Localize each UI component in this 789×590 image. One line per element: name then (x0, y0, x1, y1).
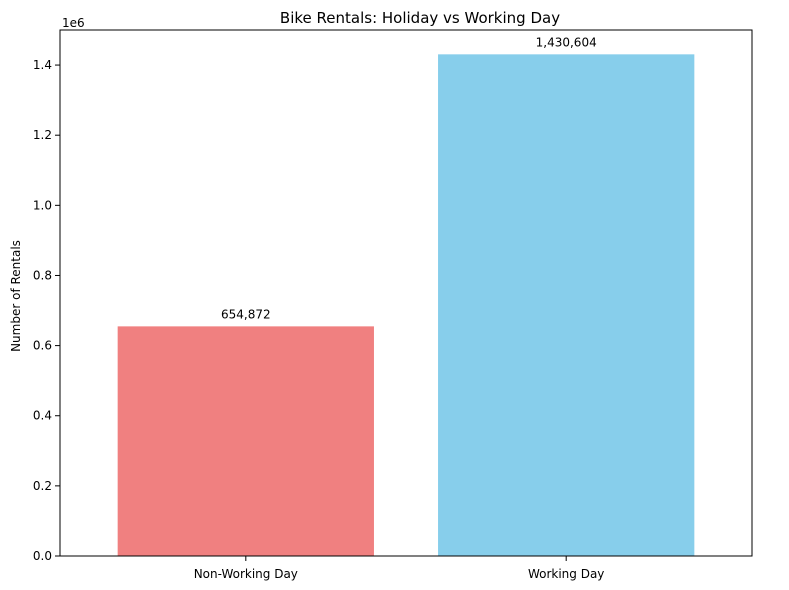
plot-frame (59, 29, 753, 557)
y-axis-label: Number of Rentals (9, 240, 23, 352)
bar-non-working-day (117, 326, 374, 556)
y-tick-label: 1.0 (33, 198, 52, 212)
data-label: 654,872 (221, 307, 271, 321)
y-tick-label: 0.8 (33, 268, 52, 282)
bar-working-day (438, 54, 695, 556)
y-axis-offset-label: 1e6 (62, 16, 85, 30)
y-tick-label: 1.2 (33, 128, 52, 142)
y-tick-label: 0.2 (33, 479, 52, 493)
x-axis-ticks: Non-Working Day Working Day (194, 556, 604, 581)
x-tick-label: Working Day (528, 567, 604, 581)
y-tick-label: 1.4 (33, 58, 52, 72)
y-tick-label: 0.0 (33, 549, 52, 563)
y-tick-label: 0.4 (33, 409, 52, 423)
data-label: 1,430,604 (536, 35, 597, 49)
x-tick-label: Non-Working Day (194, 567, 298, 581)
y-tick-label: 0.6 (33, 339, 52, 353)
bars-group: 654,872 1,430,604 (117, 35, 695, 556)
chart-title: Bike Rentals: Holiday vs Working Day (280, 9, 560, 27)
y-axis-ticks: 0.0 0.2 0.4 0.6 0.8 1.0 1.2 1.4 (33, 58, 60, 563)
